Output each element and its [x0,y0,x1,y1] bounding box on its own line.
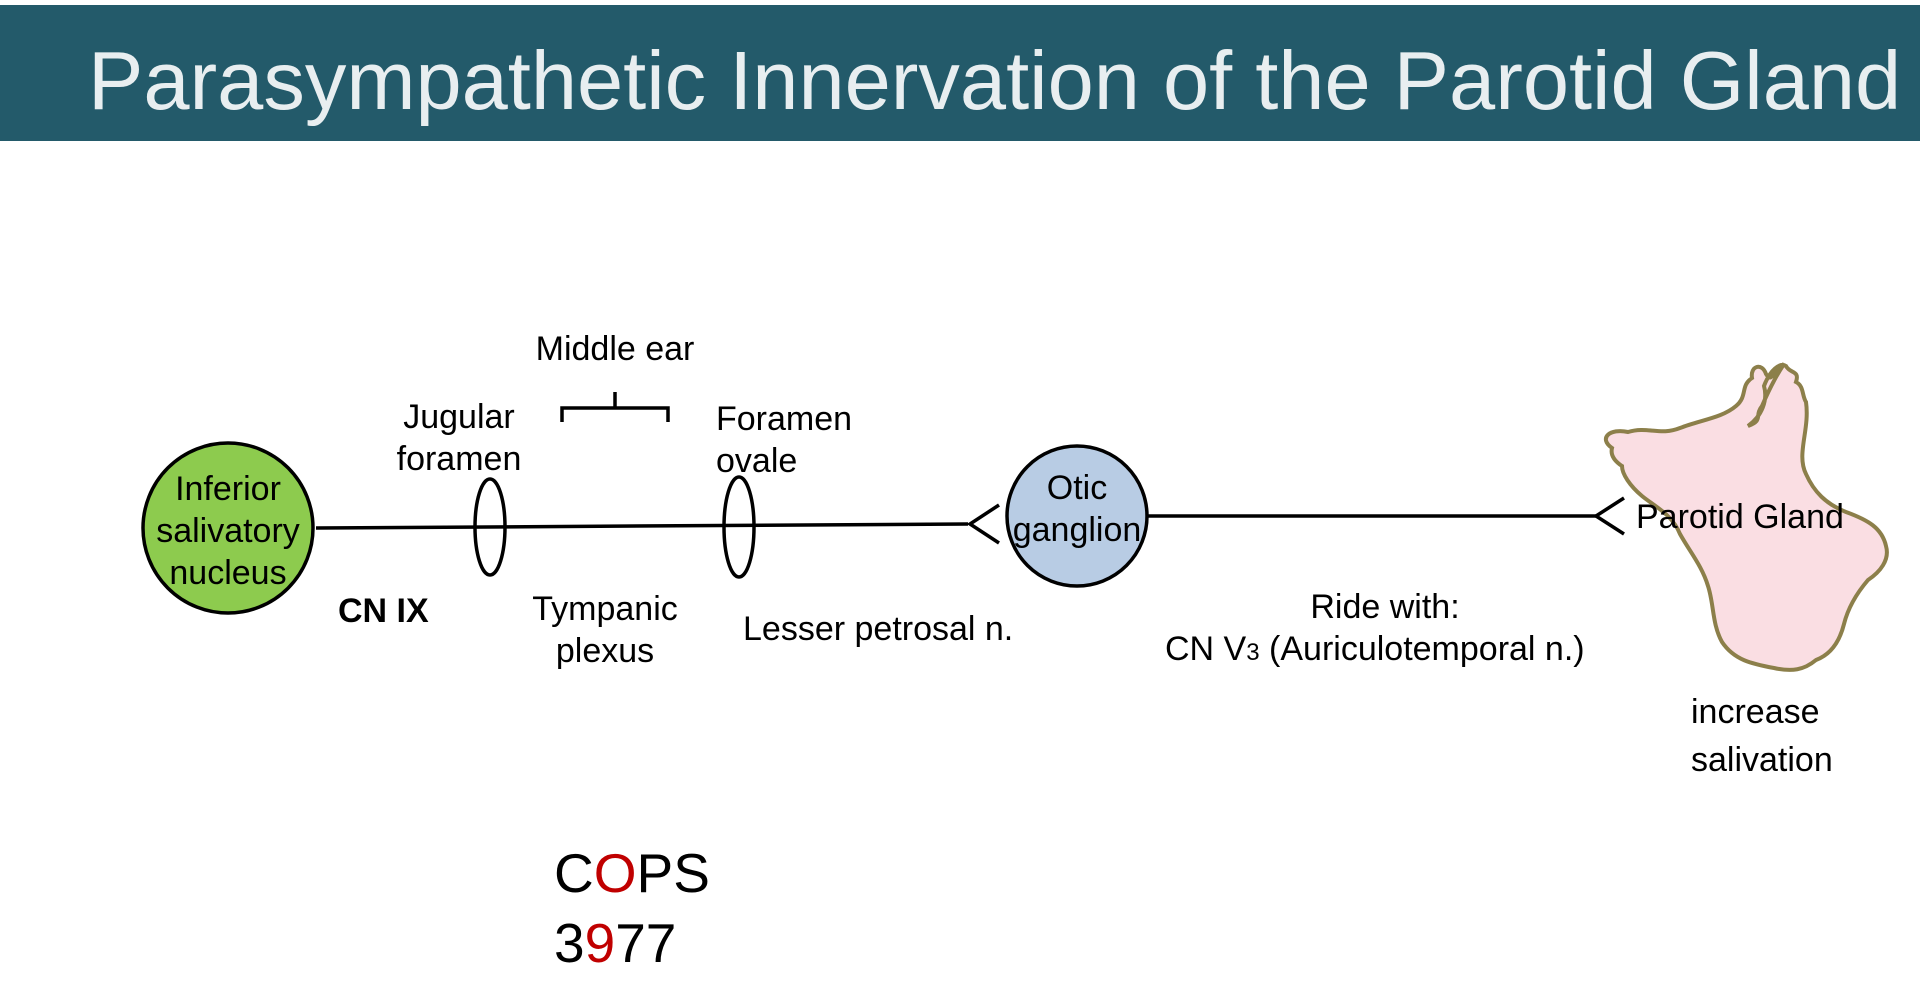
bracket-icon [560,392,670,422]
effect-label-line: increase [1691,693,1820,731]
ganglion-label-line: Otic [1046,469,1108,507]
foramen-ovale-ellipse-icon [722,475,756,579]
mnemonic-number: 3 [554,912,585,974]
title-bar: Parasympathetic Innervation of the Parot… [0,5,1920,141]
ganglion-label: Otic ganglion [1007,467,1147,551]
jugular-foramen-label-line: foramen [396,440,522,478]
foramen-ovale-label-line: ovale [716,442,798,480]
cn-v3-prefix: CN V [1165,630,1247,668]
mnemonic-cops: COPS [554,838,710,908]
nucleus-label-line: salivatory [156,512,300,550]
gland-shape-icon [1604,362,1889,672]
gland-label: Parotid Gland [1636,498,1844,536]
foramen-ovale-label-line: Foramen [716,400,853,438]
cn-v3-suffix: (Auriculotemporal n.) [1259,630,1585,668]
nucleus-label-line: Inferior [175,470,281,508]
tympanic-plexus-label: Tympanic plexus [520,588,690,672]
mnemonic-number: 77 [615,912,677,974]
mnemonic-highlight: 9 [584,912,616,974]
ride-with-label: Ride with: [1310,588,1460,626]
tympanic-plexus-label-line: Tympanic [532,590,678,628]
jugular-foramen-label: Jugular foramen [384,396,534,480]
effect-label: increase salivation [1691,688,1833,784]
mnemonic-numbers: 3977 [554,908,676,978]
ganglion-label-line: ganglion [1012,511,1142,549]
cn-v3-label: CN V3 (Auriculotemporal n.) [1165,628,1585,674]
middle-ear-label: Middle ear [535,330,695,368]
nucleus-label-line: nucleus [169,554,287,592]
foramen-ovale-label: Foramen ovale [716,398,852,482]
tympanic-plexus-label-line: plexus [555,632,655,670]
jugular-foramen-ellipse-icon [473,477,507,577]
mnemonic-letter: PS [636,842,710,904]
ganglion-circle [1005,444,1149,588]
effect-label-line: salivation [1691,741,1833,779]
synapse-chevron-icon [966,503,1000,545]
jugular-foramen-label-line: Jugular [403,398,515,436]
cn-ix-pathway-line [315,522,969,530]
cn-v3-subscript: 3 [1246,639,1260,666]
lesser-petrosal-label: Lesser petrosal n. [743,610,1014,648]
page-title: Parasympathetic Innervation of the Parot… [88,34,1902,127]
mnemonic-letter: C [554,842,594,904]
cn-ix-label: CN IX [338,592,429,630]
nucleus-circle [141,441,315,615]
mnemonic-highlight: O [593,842,637,904]
synapse-chevron-icon [1592,496,1625,536]
nucleus-label: Inferior salivatory nucleus [148,468,308,594]
